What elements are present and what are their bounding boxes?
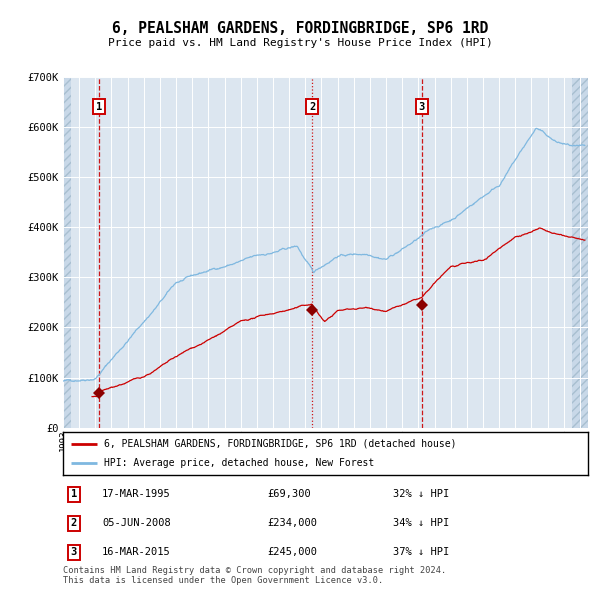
Text: Contains HM Land Registry data © Crown copyright and database right 2024.
This d: Contains HM Land Registry data © Crown c…	[63, 566, 446, 585]
Text: 34% ↓ HPI: 34% ↓ HPI	[393, 519, 449, 528]
Text: £69,300: £69,300	[267, 490, 311, 499]
Text: 17-MAR-1995: 17-MAR-1995	[102, 490, 171, 499]
Text: 05-JUN-2008: 05-JUN-2008	[102, 519, 171, 528]
Text: 37% ↓ HPI: 37% ↓ HPI	[393, 548, 449, 557]
Text: 6, PEALSHAM GARDENS, FORDINGBRIDGE, SP6 1RD (detached house): 6, PEALSHAM GARDENS, FORDINGBRIDGE, SP6 …	[104, 439, 457, 449]
Bar	[572, 77, 588, 428]
Text: 3: 3	[419, 101, 425, 112]
Text: 1: 1	[95, 101, 102, 112]
Bar	[63, 77, 71, 428]
Text: Price paid vs. HM Land Registry's House Price Index (HPI): Price paid vs. HM Land Registry's House …	[107, 38, 493, 48]
Text: £234,000: £234,000	[267, 519, 317, 528]
Text: 3: 3	[71, 548, 77, 557]
Text: 6, PEALSHAM GARDENS, FORDINGBRIDGE, SP6 1RD: 6, PEALSHAM GARDENS, FORDINGBRIDGE, SP6 …	[112, 21, 488, 35]
Text: £245,000: £245,000	[267, 548, 317, 557]
Text: 1: 1	[71, 490, 77, 499]
Text: 2: 2	[71, 519, 77, 528]
Text: HPI: Average price, detached house, New Forest: HPI: Average price, detached house, New …	[104, 458, 374, 468]
Text: 2: 2	[309, 101, 316, 112]
Text: 32% ↓ HPI: 32% ↓ HPI	[393, 490, 449, 499]
Text: 16-MAR-2015: 16-MAR-2015	[102, 548, 171, 557]
